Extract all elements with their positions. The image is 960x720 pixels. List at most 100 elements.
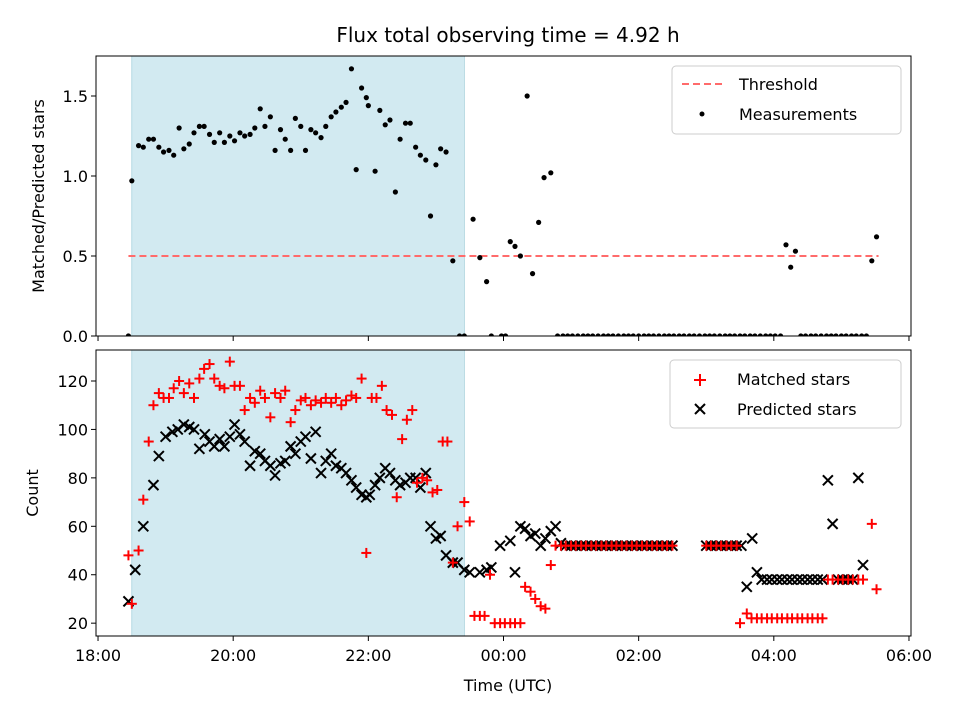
predicted-star-point: [409, 472, 422, 484]
measurement-point: [585, 333, 591, 336]
measurement-point: [387, 117, 393, 123]
measurement-point: [333, 109, 339, 115]
measurement-point: [873, 234, 880, 240]
predicted-star-point: [234, 428, 246, 440]
y-tick-label: 1.5: [63, 87, 88, 106]
predicted-star-point: [822, 474, 834, 486]
y-tick-label: 1.0: [63, 167, 88, 186]
measurement-point: [242, 133, 248, 139]
measurement-point: [308, 127, 314, 133]
matched-star-point: [280, 385, 291, 396]
matched-star-point: [305, 400, 316, 411]
measurement-point: [529, 271, 536, 277]
y-tick-label: 40: [68, 566, 88, 585]
predicted-star-point: [485, 561, 498, 574]
matched-star-point: [265, 412, 276, 423]
x-axis-label: Time (UTC): [463, 676, 552, 695]
matched-star-point: [381, 405, 392, 416]
measurement-point: [272, 147, 278, 153]
measurement-point: [742, 333, 748, 336]
measurement-point: [783, 242, 789, 248]
matched-star-point: [741, 608, 752, 619]
measurement-point: [813, 333, 819, 336]
predicted-star-point: [424, 520, 437, 533]
measurement-point: [353, 167, 359, 173]
legend-measurements-label: Measurements: [739, 105, 857, 124]
measurement-point: [417, 152, 423, 158]
predicted-star-point: [218, 440, 231, 453]
predicted-star-point: [826, 518, 839, 530]
measurement-point: [477, 255, 483, 261]
measurement-point: [427, 213, 434, 219]
matched-star-point: [143, 436, 154, 447]
measurement-point: [313, 130, 319, 136]
matched-star-point: [386, 409, 397, 420]
matched-star-point: [255, 385, 266, 396]
measurement-point: [146, 136, 152, 142]
matched-star-point: [209, 373, 220, 384]
measurement-point: [792, 248, 799, 254]
measurement-point: [772, 333, 778, 336]
matched-star-point: [285, 417, 296, 428]
measurement-point: [512, 243, 518, 249]
measurement-point: [407, 120, 413, 126]
x-tick-label: 00:00: [480, 646, 526, 665]
matched-star-point: [163, 392, 174, 403]
measurement-point: [443, 149, 449, 155]
matched-star-point: [407, 405, 418, 416]
x-tick-label: 18:00: [75, 646, 121, 665]
predicted-star-point: [254, 447, 266, 460]
ratio-y-ticks: 0.0 0.5 1.0 1.5: [63, 87, 96, 346]
matched-star-point: [138, 494, 149, 505]
matched-star-point: [447, 557, 458, 568]
matched-star-point: [300, 392, 311, 403]
measurement-point: [818, 333, 824, 336]
chart-title: Flux total observing time = 4.92 h: [336, 23, 679, 47]
matched-star-point: [133, 545, 144, 556]
matched-star-point: [731, 540, 742, 551]
measurement-point: [363, 95, 369, 101]
matched-star-point: [320, 392, 331, 403]
measurements-points: [125, 66, 880, 336]
measurement-point: [848, 333, 855, 336]
ratio-y-axis-label: Matched/Predicted stars: [29, 99, 48, 293]
measurement-point: [548, 170, 554, 176]
matched-star-point: [310, 395, 321, 406]
measurement-point: [747, 333, 753, 336]
matched-star-point: [442, 436, 453, 447]
measurement-point: [732, 333, 738, 336]
matched-star-point: [351, 392, 362, 403]
matched-star-point: [871, 584, 882, 595]
matched-star-point: [397, 434, 408, 445]
matched-star-point: [316, 397, 327, 408]
measurement-point: [656, 333, 662, 336]
measurement-point: [365, 103, 371, 109]
count-y-axis-label: Count: [23, 469, 42, 517]
measurement-point: [605, 333, 611, 336]
matched-star-point: [817, 613, 828, 624]
matched-star-point: [184, 378, 195, 389]
measurement-point: [402, 120, 409, 126]
predicted-star-point: [309, 426, 322, 438]
matched-star-point: [484, 569, 495, 580]
predicted-star-point: [369, 479, 381, 491]
y-tick-label: 100: [57, 420, 88, 439]
measurement-point: [696, 333, 703, 336]
predicted-star-point: [320, 455, 332, 467]
predicted-star-point: [305, 452, 317, 465]
measurement-point: [833, 333, 839, 336]
measurement-point: [828, 333, 834, 336]
measurement-point: [569, 333, 576, 336]
count-y-ticks: 20 40 60 80 100 120: [57, 372, 96, 633]
measurement-point: [843, 333, 849, 336]
measurement-point: [217, 130, 223, 136]
measurement-point: [150, 136, 157, 142]
y-tick-label: 0.5: [63, 247, 88, 266]
predicted-star-point: [509, 566, 521, 579]
y-tick-label: 80: [68, 469, 88, 488]
measurement-point: [752, 333, 758, 336]
matched-star-point: [401, 414, 412, 425]
matched-star-point: [270, 388, 281, 399]
matched-star-point: [174, 375, 185, 386]
